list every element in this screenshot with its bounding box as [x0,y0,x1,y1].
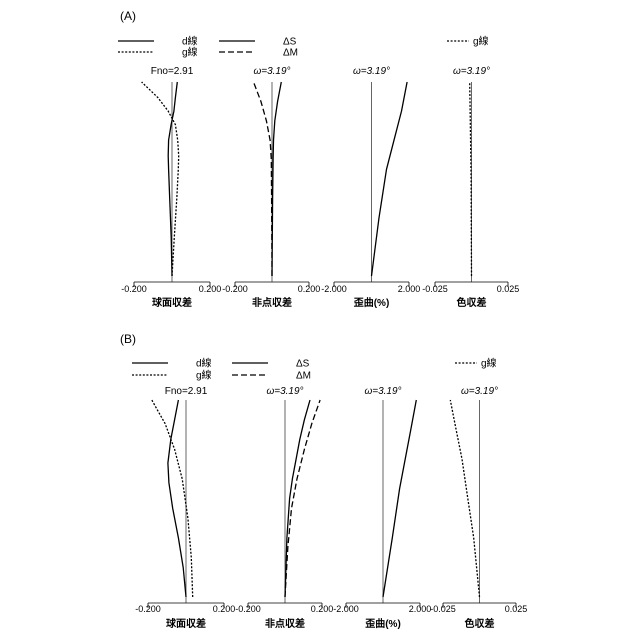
legend-label: d線 [182,35,198,48]
panel-label: (A) [120,9,136,23]
series-line [142,82,179,276]
series-line [272,82,281,276]
top-label: ω=3.19° [266,386,303,397]
x-tick-label: 2.000 [409,604,432,614]
x-tick-label: 0.200 [199,284,222,294]
series-line [285,400,310,597]
x-tick-label: -0.200 [222,284,248,294]
top-label: ω=3.19° [353,66,390,77]
x-tick-label: -0.025 [422,284,448,294]
x-tick-label: -0.200 [235,604,261,614]
x-tick-label: -0.200 [121,284,147,294]
legend-label: g線 [473,35,489,48]
top-label: ω=3.19° [453,66,490,77]
top-label: Fno=2.91 [165,386,208,397]
legend-label: ΔS [283,37,297,48]
legend-label: ΔM [296,371,311,382]
panel-label: (B) [120,332,136,346]
legend-label: ΔS [296,359,310,370]
x-tick-label: -2.000 [321,284,347,294]
x-axis-title: 歪曲(%) [354,296,390,309]
x-axis-title: 非点収差 [252,296,292,309]
series-line [450,400,479,597]
x-tick-label: -2.000 [333,604,359,614]
legend-label: ΔM [283,48,298,59]
series-line [168,82,177,276]
x-axis-title: 球面収差 [166,617,206,630]
x-axis-title: 歪曲(%) [365,617,401,630]
x-tick-label: -0.200 [135,604,161,614]
x-tick-label: 0.200 [298,284,321,294]
top-label: ω=3.19° [364,386,401,397]
x-axis-title: 球面収差 [152,296,192,309]
x-axis-title: 非点収差 [265,617,305,630]
x-tick-label: -0.025 [430,604,456,614]
legend-label: d線 [196,357,212,370]
x-axis-title: 色収差 [465,617,495,630]
x-tick-label: 0.200 [213,604,236,614]
x-tick-label: 2.000 [398,284,421,294]
series-line [254,82,273,276]
x-tick-label: 0.200 [311,604,334,614]
aberration-figure: (A)-0.2000.200球面収差Fno=2.91d線g線-0.2000.20… [0,0,640,640]
legend-label: g線 [196,369,212,382]
legend-label: g線 [481,357,497,370]
x-tick-label: 0.025 [497,284,520,294]
x-axis-title: 色収差 [457,296,487,309]
series-line [168,400,186,597]
top-label: Fno=2.91 [151,66,194,77]
top-label: ω=3.19° [253,66,290,77]
legend-label: g線 [182,46,198,59]
series-line [372,82,408,276]
series-line [383,400,416,597]
top-label: ω=3.19° [461,386,498,397]
x-tick-label: 0.025 [505,604,528,614]
